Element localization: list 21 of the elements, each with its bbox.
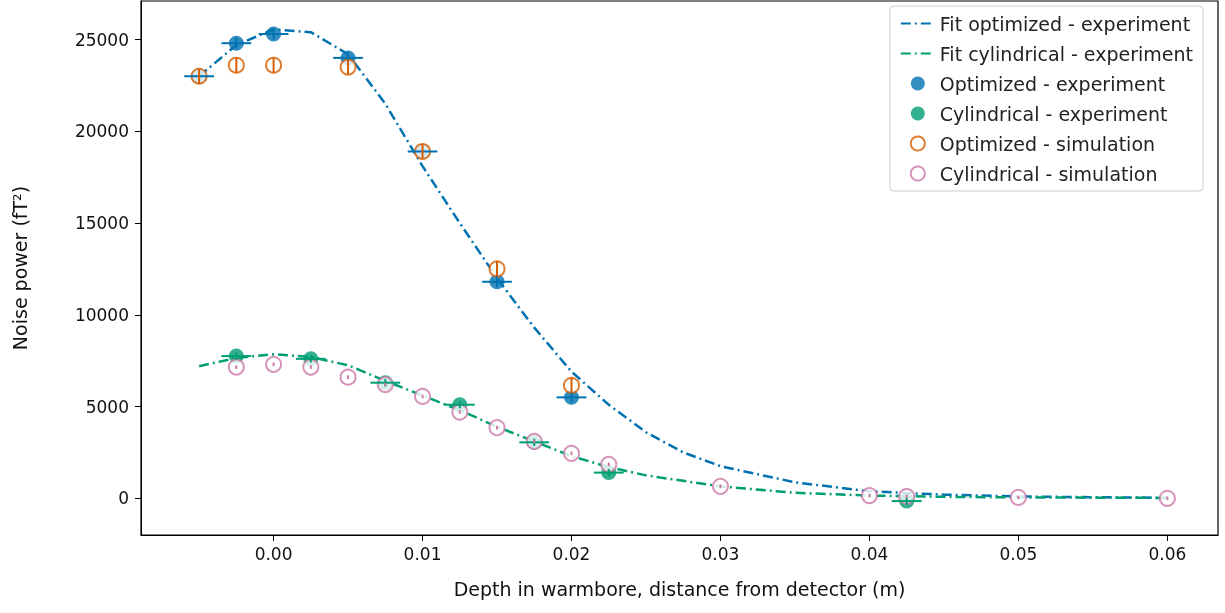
x-tick-label: 0.05: [999, 543, 1038, 564]
y-tick-label: 10000: [74, 304, 129, 325]
y-tick-label: 0: [118, 488, 129, 509]
x-tick-label: 0.00: [254, 543, 293, 564]
y-axis-title: Noise power (fT²): [8, 185, 31, 351]
legend-label: Cylindrical - experiment: [939, 102, 1168, 125]
x-axis-title: Depth in warmbore, distance from detector (m): [453, 577, 906, 600]
legend-label: Fit optimized - experiment: [939, 12, 1191, 35]
legend-label: Optimized - experiment: [939, 72, 1166, 95]
y-tick-label: 20000: [74, 121, 129, 142]
x-tick-label: 0.01: [403, 543, 442, 564]
y-tick-label: 25000: [74, 29, 129, 50]
y-tick-label: 5000: [85, 396, 129, 417]
x-tick-label: 0.02: [552, 543, 591, 564]
legend-label: Cylindrical - simulation: [939, 162, 1158, 185]
y-tick-label: 15000: [74, 213, 129, 234]
legend-label: Optimized - simulation: [939, 132, 1156, 155]
x-tick-label: 0.06: [1148, 543, 1187, 564]
x-tick-label: 0.04: [850, 543, 889, 564]
x-tick-label: 0.03: [701, 543, 740, 564]
legend-label: Fit cylindrical - experiment: [939, 42, 1194, 65]
